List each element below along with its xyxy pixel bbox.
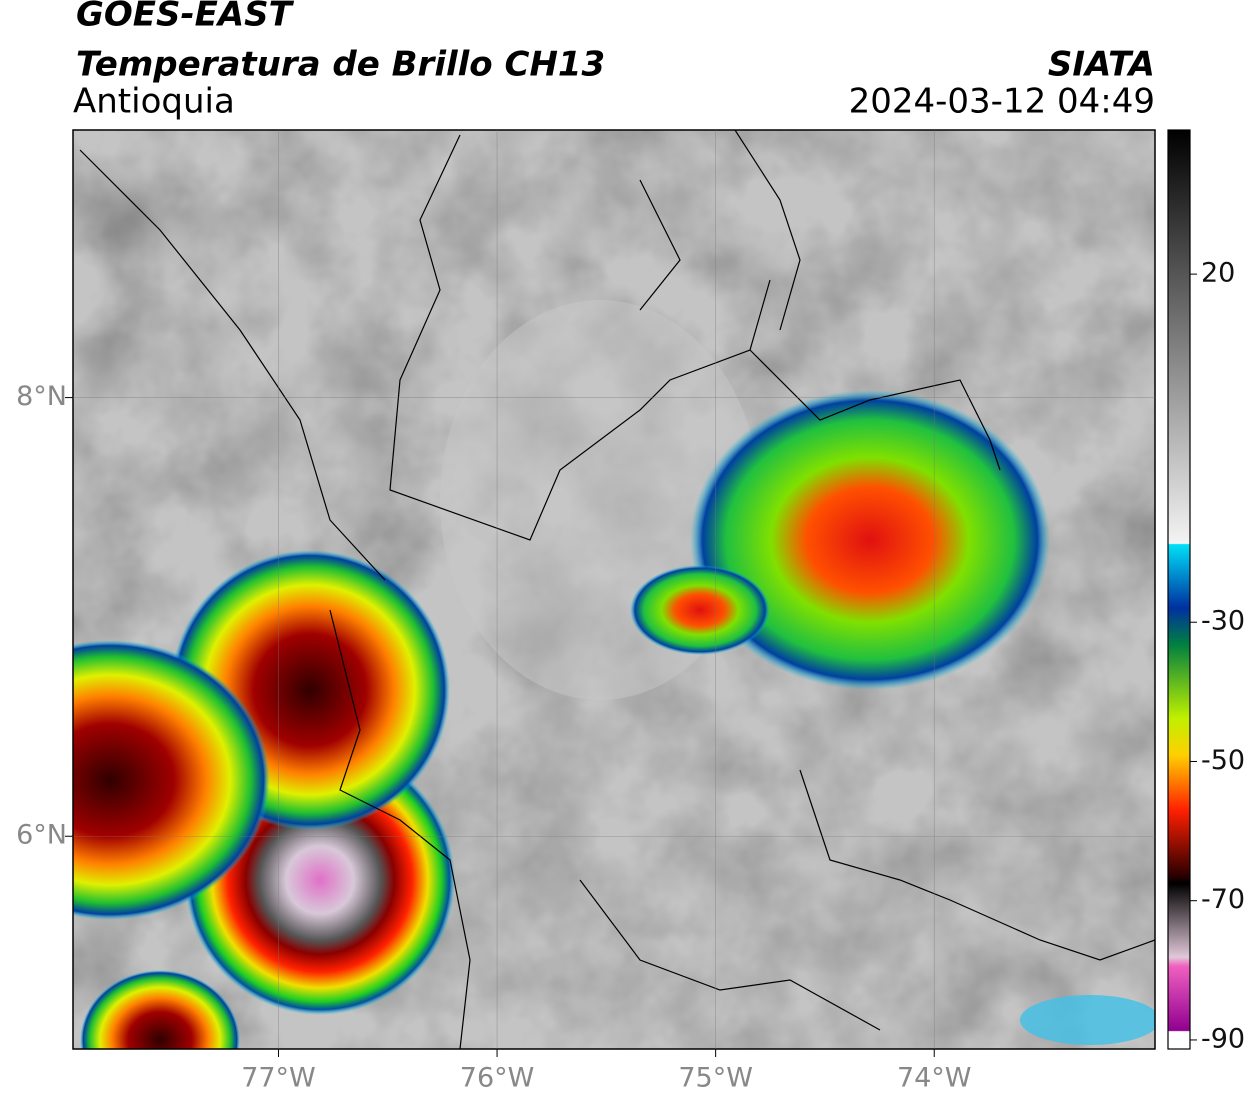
colorbar-label: -50 bbox=[1201, 745, 1245, 776]
colorbar bbox=[1167, 129, 1191, 1050]
y-tick-label: 6°N bbox=[16, 820, 67, 851]
title: GOES-EAST bbox=[76, 0, 295, 35]
colorbar-label: 20 bbox=[1201, 258, 1235, 289]
x-tick-label: 77°W bbox=[241, 1063, 316, 1094]
map-image bbox=[73, 130, 1155, 1049]
x-tick-label: 76°W bbox=[460, 1063, 535, 1094]
map-frame bbox=[72, 129, 1156, 1050]
subtitle: Temperatura de Brillo CH13 bbox=[76, 45, 605, 85]
colorbar-label: -70 bbox=[1201, 884, 1245, 915]
x-tick-label: 74°W bbox=[897, 1063, 972, 1094]
x-tick-label: 75°W bbox=[678, 1063, 753, 1094]
colorbar-label: -90 bbox=[1201, 1023, 1245, 1054]
y-tick-label: 8°N bbox=[16, 381, 67, 412]
source: SIATA bbox=[1048, 45, 1155, 85]
datetime: 2024-03-12 04:49 bbox=[849, 82, 1155, 122]
colorbar-label: -30 bbox=[1201, 606, 1245, 637]
region: Antioquia bbox=[73, 82, 235, 122]
